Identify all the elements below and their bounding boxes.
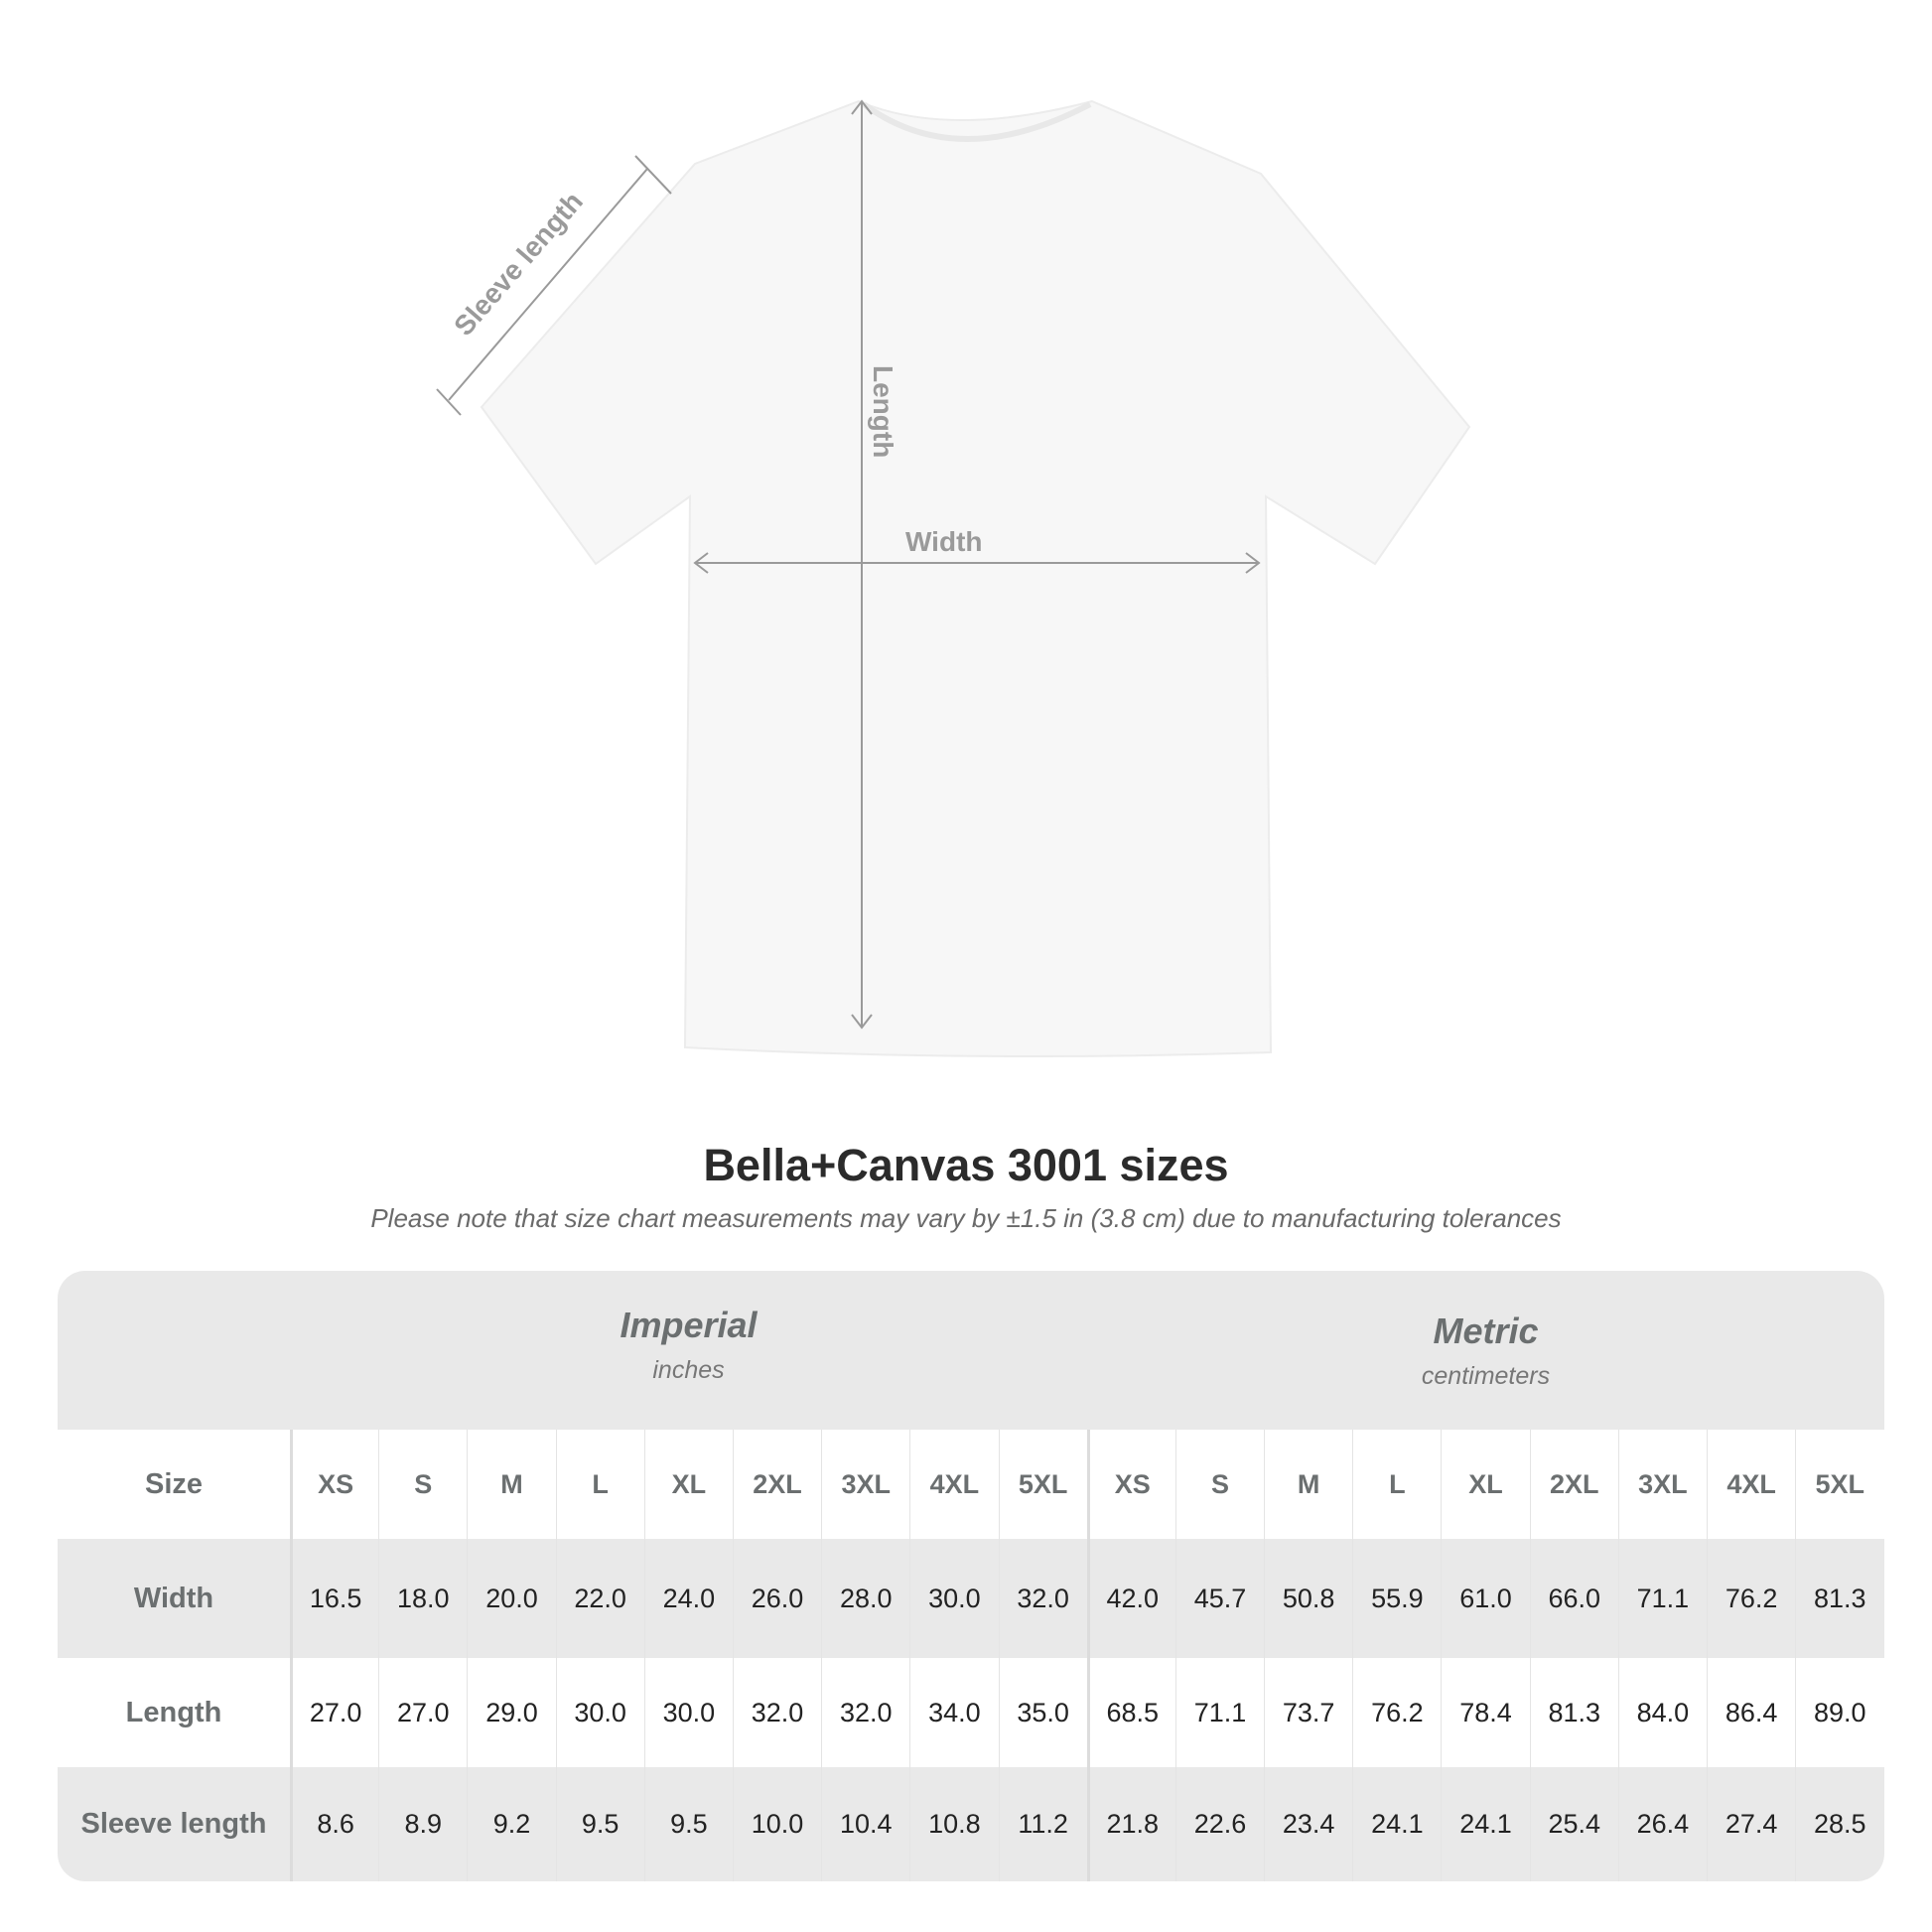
imperial-value-cell: 27.0 xyxy=(290,1658,378,1767)
metric-value-cell: 86.4 xyxy=(1707,1658,1795,1767)
size-header-cell: 5XL xyxy=(998,1430,1087,1539)
imperial-value-cell: 30.0 xyxy=(909,1539,998,1658)
imperial-value-cell: 32.0 xyxy=(998,1539,1087,1658)
metric-value-cell: 21.8 xyxy=(1086,1767,1175,1881)
row-label: Length xyxy=(125,1696,222,1728)
table-row-width: Width 16.5 18.0 20.0 22.0 24.0 26.0 28.0 30.0 32.… xyxy=(58,1539,1884,1658)
imperial-value-cell: 8.6 xyxy=(290,1767,378,1881)
imperial-value-cell: 29.0 xyxy=(467,1658,555,1767)
width-label: Width xyxy=(905,526,983,557)
imperial-value-cell: 10.8 xyxy=(909,1767,998,1881)
size-header-cell: 2XL xyxy=(1529,1430,1618,1539)
metric-value-cell: 66.0 xyxy=(1529,1539,1618,1658)
row-label: Size xyxy=(144,1467,204,1500)
imperial-value-cell: 16.5 xyxy=(290,1539,378,1658)
metric-value-cell: 68.5 xyxy=(1086,1658,1175,1767)
metric-value-cell: 71.1 xyxy=(1174,1658,1264,1767)
imperial-value-cell: 32.0 xyxy=(821,1658,909,1767)
imperial-value-cell: 27.0 xyxy=(378,1658,467,1767)
metric-value-cell: 71.1 xyxy=(1617,1539,1707,1658)
imperial-value-cell: 9.5 xyxy=(555,1767,644,1881)
metric-value-cell: 81.3 xyxy=(1795,1539,1883,1658)
metric-value-cell: 26.4 xyxy=(1617,1767,1707,1881)
imperial-group: Imperial inches xyxy=(620,1305,758,1384)
metric-value-cell: 50.8 xyxy=(1264,1539,1352,1658)
size-header-cell: XS xyxy=(290,1430,378,1539)
metric-value-cell: 81.3 xyxy=(1529,1658,1618,1767)
size-header-cell: L xyxy=(555,1430,644,1539)
imperial-value-cell: 8.9 xyxy=(378,1767,467,1881)
size-header-row: Size XS S M L XL 2XL 3XL 4XL 5XL XS S M L XL 2XL 3XL 4XL 5… xyxy=(58,1430,1884,1539)
table-row-sleeve-length: Sleeve length 8.6 8.9 9.2 9.5 9.5 10.0 10.4 10.8… xyxy=(58,1767,1884,1881)
metric-value-cell: 27.4 xyxy=(1707,1767,1795,1881)
size-header-cell: XL xyxy=(1441,1430,1529,1539)
imperial-value-cell: 18.0 xyxy=(378,1539,467,1658)
collar xyxy=(862,101,1092,142)
metric-value-cell: 22.6 xyxy=(1174,1767,1264,1881)
size-header-cell: 5XL xyxy=(1795,1430,1883,1539)
row-label: Width xyxy=(133,1582,214,1614)
length-label: Length xyxy=(868,365,898,458)
metric-value-cell: 78.4 xyxy=(1441,1658,1529,1767)
imperial-value-cell: 24.0 xyxy=(643,1539,733,1658)
metric-value-cell: 24.1 xyxy=(1352,1767,1441,1881)
imperial-value-cell: 9.5 xyxy=(643,1767,733,1881)
imperial-value-cell: 30.0 xyxy=(643,1658,733,1767)
imperial-value-cell: 30.0 xyxy=(555,1658,644,1767)
imperial-value-cell: 28.0 xyxy=(821,1539,909,1658)
tshirt-shape xyxy=(480,99,1471,1057)
size-header-cell: XL xyxy=(643,1430,733,1539)
metric-value-cell: 76.2 xyxy=(1352,1658,1441,1767)
size-header-cell: S xyxy=(1174,1430,1264,1539)
metric-group: Metric centimeters xyxy=(1421,1311,1551,1390)
imperial-value-cell: 32.0 xyxy=(732,1658,821,1767)
metric-value-cell: 89.0 xyxy=(1795,1658,1883,1767)
group-header: Imperial inches Metric centimeters xyxy=(58,1271,1884,1430)
size-header-cell: L xyxy=(1352,1430,1441,1539)
size-header-cell: 3XL xyxy=(1617,1430,1707,1539)
table-row-length: Length 27.0 27.0 29.0 30.0 30.0 32.0 32.0 34.0 35… xyxy=(58,1658,1884,1767)
size-header-cell: 4XL xyxy=(909,1430,998,1539)
size-header-cell: S xyxy=(378,1430,467,1539)
size-header-cell: XS xyxy=(1086,1430,1175,1539)
imperial-value-cell: 10.0 xyxy=(732,1767,821,1881)
imperial-value-cell: 9.2 xyxy=(467,1767,555,1881)
metric-value-cell: 25.4 xyxy=(1529,1767,1618,1881)
imperial-value-cell: 35.0 xyxy=(998,1658,1087,1767)
metric-value-cell: 23.4 xyxy=(1264,1767,1352,1881)
imperial-value-cell: 10.4 xyxy=(821,1767,909,1881)
metric-value-cell: 55.9 xyxy=(1352,1539,1441,1658)
imperial-value-cell: 26.0 xyxy=(732,1539,821,1658)
size-header-cell: 2XL xyxy=(732,1430,821,1539)
metric-value-cell: 73.7 xyxy=(1264,1658,1352,1767)
sleeve-line xyxy=(448,168,648,401)
tshirt-diagram: Sleeve length Length Width xyxy=(436,99,1471,1057)
metric-value-cell: 42.0 xyxy=(1086,1539,1175,1658)
size-header-cell: 3XL xyxy=(821,1430,909,1539)
tolerance-note: Please note that size chart measurements… xyxy=(370,1203,1562,1233)
size-table: Imperial inches Metric centimeters Size X… xyxy=(58,1271,1884,1881)
metric-value-cell: 76.2 xyxy=(1707,1539,1795,1658)
imperial-value-cell: 34.0 xyxy=(909,1658,998,1767)
imperial-value-cell: 11.2 xyxy=(998,1767,1087,1881)
size-header-cell: M xyxy=(467,1430,555,1539)
metric-value-cell: 45.7 xyxy=(1174,1539,1264,1658)
size-header-cell: 4XL xyxy=(1707,1430,1795,1539)
size-header-cell: M xyxy=(1264,1430,1352,1539)
imperial-value-cell: 20.0 xyxy=(467,1539,555,1658)
row-label: Sleeve length xyxy=(80,1808,267,1840)
page-title: Bella+Canvas 3001 sizes xyxy=(703,1140,1229,1190)
metric-value-cell: 24.1 xyxy=(1441,1767,1529,1881)
metric-value-cell: 84.0 xyxy=(1617,1658,1707,1767)
imperial-value-cell: 22.0 xyxy=(555,1539,644,1658)
metric-value-cell: 28.5 xyxy=(1795,1767,1883,1881)
metric-value-cell: 61.0 xyxy=(1441,1539,1529,1658)
